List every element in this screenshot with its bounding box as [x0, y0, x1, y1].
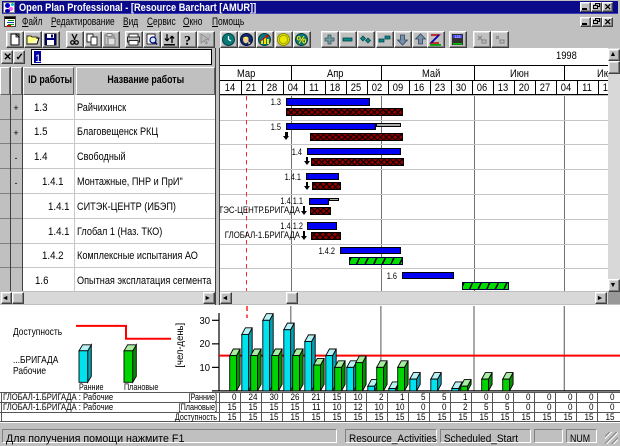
svg-text:?: ?	[207, 33, 212, 43]
svg-text:?: ?	[184, 34, 191, 47]
svg-text:%: %	[296, 35, 306, 47]
svg-text:123: 123	[455, 35, 461, 39]
